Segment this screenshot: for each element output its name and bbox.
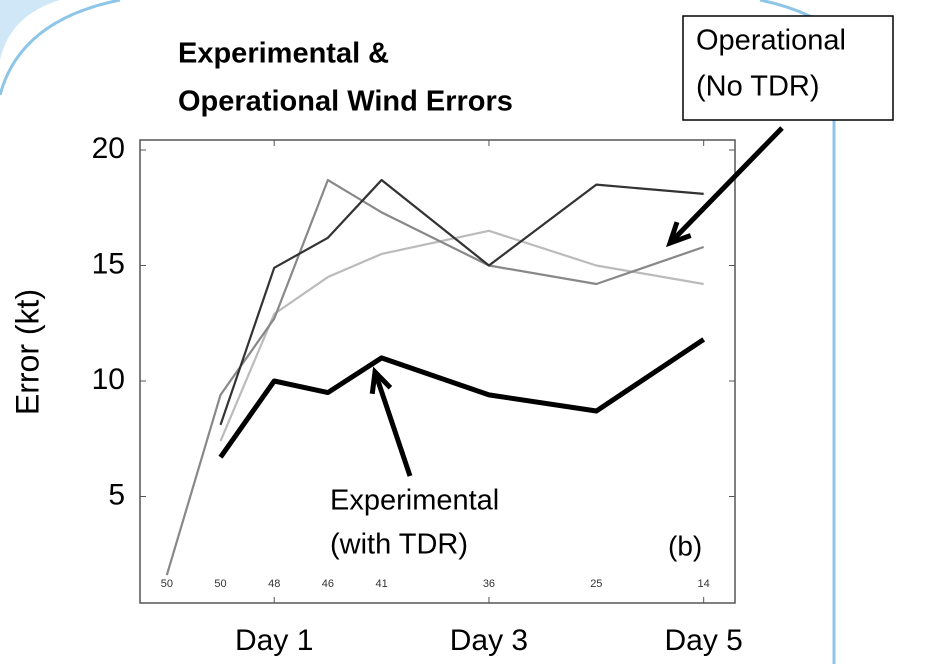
annotation-text: (with TDR) xyxy=(330,529,468,561)
series-line xyxy=(165,178,705,576)
y-tick-label: 10 xyxy=(92,363,125,396)
sample-count: 48 xyxy=(268,578,280,590)
sample-count: 25 xyxy=(590,578,602,590)
series-line xyxy=(219,229,704,442)
x-tick-label: Day 5 xyxy=(664,624,742,657)
series-line xyxy=(218,337,706,459)
decor-curve xyxy=(0,0,121,96)
sample-count: 41 xyxy=(375,578,387,590)
sample-count: 14 xyxy=(698,578,710,590)
panel-label: (b) xyxy=(668,530,702,561)
chart-title: Operational Wind Errors xyxy=(178,86,513,118)
x-tick-label: Day 3 xyxy=(450,624,528,657)
plot-area xyxy=(165,178,706,576)
arrow-shaft xyxy=(668,126,784,245)
x-tick-label: Day 1 xyxy=(235,624,313,657)
decor-fill xyxy=(0,0,60,60)
annotation-box xyxy=(682,15,894,121)
arrow-head xyxy=(369,366,393,395)
series-line xyxy=(219,178,704,426)
arrow-shaft xyxy=(372,371,413,477)
arrow-head xyxy=(665,221,692,248)
y-tick-label: 5 xyxy=(108,478,125,511)
sample-count: 36 xyxy=(483,578,495,590)
annotation-text: (No TDR) xyxy=(696,71,820,103)
y-tick-label: 20 xyxy=(92,132,125,165)
y-tick-label: 15 xyxy=(92,247,125,280)
sample-count: 46 xyxy=(322,578,334,590)
chart-title: Experimental & xyxy=(178,38,389,70)
y-axis-label: Error (kt) xyxy=(9,289,45,415)
sample-count: 50 xyxy=(214,578,226,590)
annotation-text: Operational xyxy=(696,25,846,57)
sample-count: 50 xyxy=(161,578,173,590)
annotation-text: Experimental xyxy=(330,485,499,517)
